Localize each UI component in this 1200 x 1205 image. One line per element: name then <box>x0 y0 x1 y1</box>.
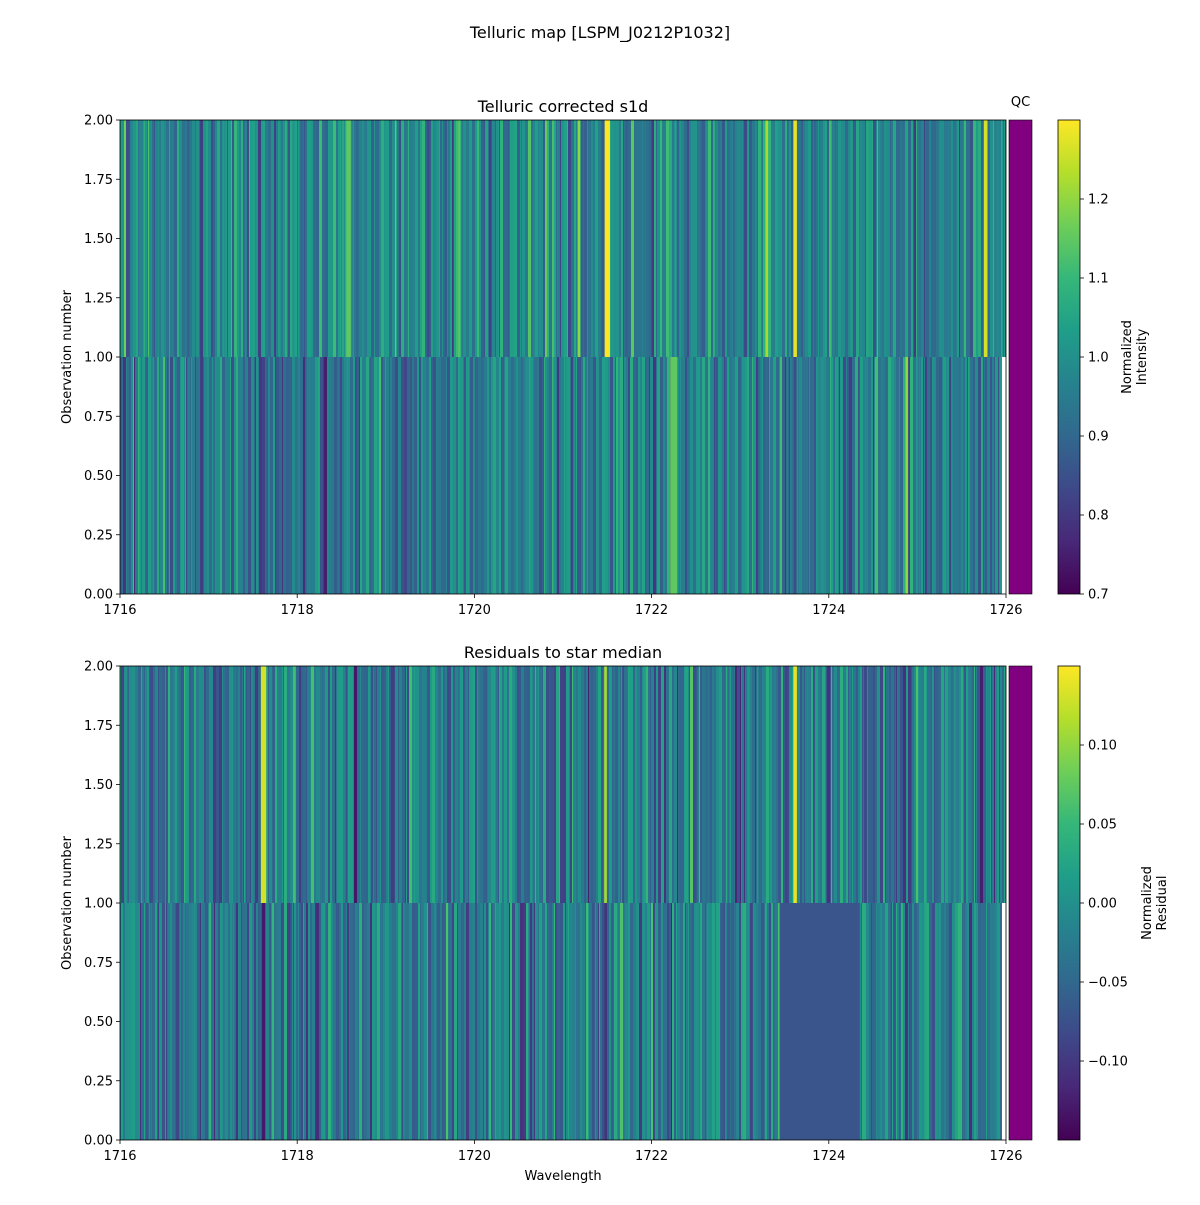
panel-residuals: Residuals to star median 1716 1718 1720 1722… <box>60 643 1170 1184</box>
colorbar-label: Normalized <box>1140 866 1155 940</box>
y-tick-label: 2.00 <box>84 660 113 675</box>
y-tick-label: 1.25 <box>84 837 113 852</box>
y-tick-label: 0.25 <box>84 1074 113 1089</box>
heatmap-feature <box>577 120 581 357</box>
panel-telluric-corrected: Telluric corrected s1d 1716 1718 1720 1722 17… <box>60 95 1150 618</box>
y-tick-label: 0.00 <box>84 1134 113 1149</box>
heatmap-feature <box>604 666 607 903</box>
heatmap-feature <box>913 120 917 357</box>
colorbar-tick-label: 1.1 <box>1088 272 1109 287</box>
x-tick-label: 1718 <box>281 603 314 618</box>
colorbar-label: Normalized <box>1120 320 1135 394</box>
x-tick-label: 1716 <box>103 1149 136 1164</box>
heatmap-feature <box>765 120 769 357</box>
x-tick-label: 1724 <box>812 603 845 618</box>
y-tick-label: 1.75 <box>84 173 113 188</box>
colorbar-tick-label: 0.9 <box>1088 430 1109 445</box>
colorbar-tick-label: 0.7 <box>1088 588 1109 603</box>
colorbar-label: Residual <box>1155 876 1170 931</box>
qc-strip <box>1008 119 1033 595</box>
y-tick-label: 0.25 <box>84 528 113 543</box>
y-tick-label: 1.50 <box>84 232 113 247</box>
y-tick-label: 2.00 <box>84 114 113 129</box>
heatmap-row <box>120 666 1006 903</box>
y-tick-label: 1.25 <box>84 291 113 306</box>
heatmap-feature <box>905 357 909 594</box>
colorbar-tick-label: 0.8 <box>1088 509 1109 524</box>
colorbar-tick-label: 0.10 <box>1088 739 1117 754</box>
y-tick-label: 1.75 <box>84 719 113 734</box>
colorbar-tick-label: −0.10 <box>1088 1055 1128 1070</box>
x-tick-label: 1718 <box>281 1149 314 1164</box>
colorbar-tick-label: 0.05 <box>1088 818 1117 833</box>
colorbar-label: Intensity <box>1135 328 1150 385</box>
heatmap-feature <box>489 120 492 357</box>
y-tick-label: 0.75 <box>84 410 113 425</box>
y-tick-label: 1.50 <box>84 778 113 793</box>
colorbar-tick-label: 0.00 <box>1088 897 1117 912</box>
colorbar-tick-label: 1.0 <box>1088 351 1109 366</box>
x-tick-label: 1720 <box>458 1149 491 1164</box>
x-tick-label: 1720 <box>458 603 491 618</box>
heatmap-image <box>120 120 1006 594</box>
x-tick-label: 1722 <box>635 603 668 618</box>
y-tick-label: 0.50 <box>84 1015 113 1030</box>
y-tick-label: 0.50 <box>84 469 113 484</box>
y-axis-label: Observation number <box>60 289 75 424</box>
x-tick-label: 1726 <box>989 603 1022 618</box>
heatmap-feature <box>983 120 988 357</box>
colorbar <box>1057 665 1081 1141</box>
heatmap-feature <box>793 666 797 903</box>
colorbar <box>1057 119 1081 595</box>
x-axis-label: Wavelength <box>524 1169 601 1184</box>
heatmap-feature <box>261 903 266 1140</box>
y-tick-label: 1.00 <box>84 897 113 912</box>
x-tick-label: 1726 <box>989 1149 1022 1164</box>
colorbar-tick-label: 1.2 <box>1088 193 1109 208</box>
panel-title: Residuals to star median <box>464 643 662 662</box>
heatmap-feature <box>200 357 203 594</box>
heatmap-image <box>120 666 1006 1140</box>
heatmap-feature <box>793 120 797 357</box>
heatmap-feature <box>604 903 607 1140</box>
heatmap-feature <box>793 357 797 594</box>
heatmap-feature <box>570 357 574 594</box>
x-tick-label: 1724 <box>812 1149 845 1164</box>
y-tick-label: 0.75 <box>84 956 113 971</box>
y-axis-label: Observation number <box>60 835 75 970</box>
x-tick-label: 1716 <box>103 603 136 618</box>
heatmap-feature <box>200 120 203 357</box>
y-tick-label: 0.00 <box>84 588 113 603</box>
x-tick-label: 1722 <box>635 1149 668 1164</box>
panel-title: Telluric corrected s1d <box>477 97 649 116</box>
qc-label: QC <box>1011 95 1030 110</box>
qc-strip <box>1008 665 1033 1141</box>
heatmap-feature <box>346 120 351 357</box>
heatmap-feature <box>261 357 266 594</box>
heatmap-feature <box>604 120 610 357</box>
y-tick-label: 1.00 <box>84 351 113 366</box>
colorbar-tick-label: −0.05 <box>1088 976 1128 991</box>
figure-title: Telluric map [LSPM_J0212P1032] <box>469 23 730 43</box>
heatmap-row <box>120 357 1002 594</box>
heatmap-row <box>120 120 1006 357</box>
heatmap-row <box>120 903 1002 1140</box>
heatmap-feature <box>260 666 267 903</box>
heatmap-feature <box>670 357 678 594</box>
heatmap-feature <box>780 903 860 1140</box>
